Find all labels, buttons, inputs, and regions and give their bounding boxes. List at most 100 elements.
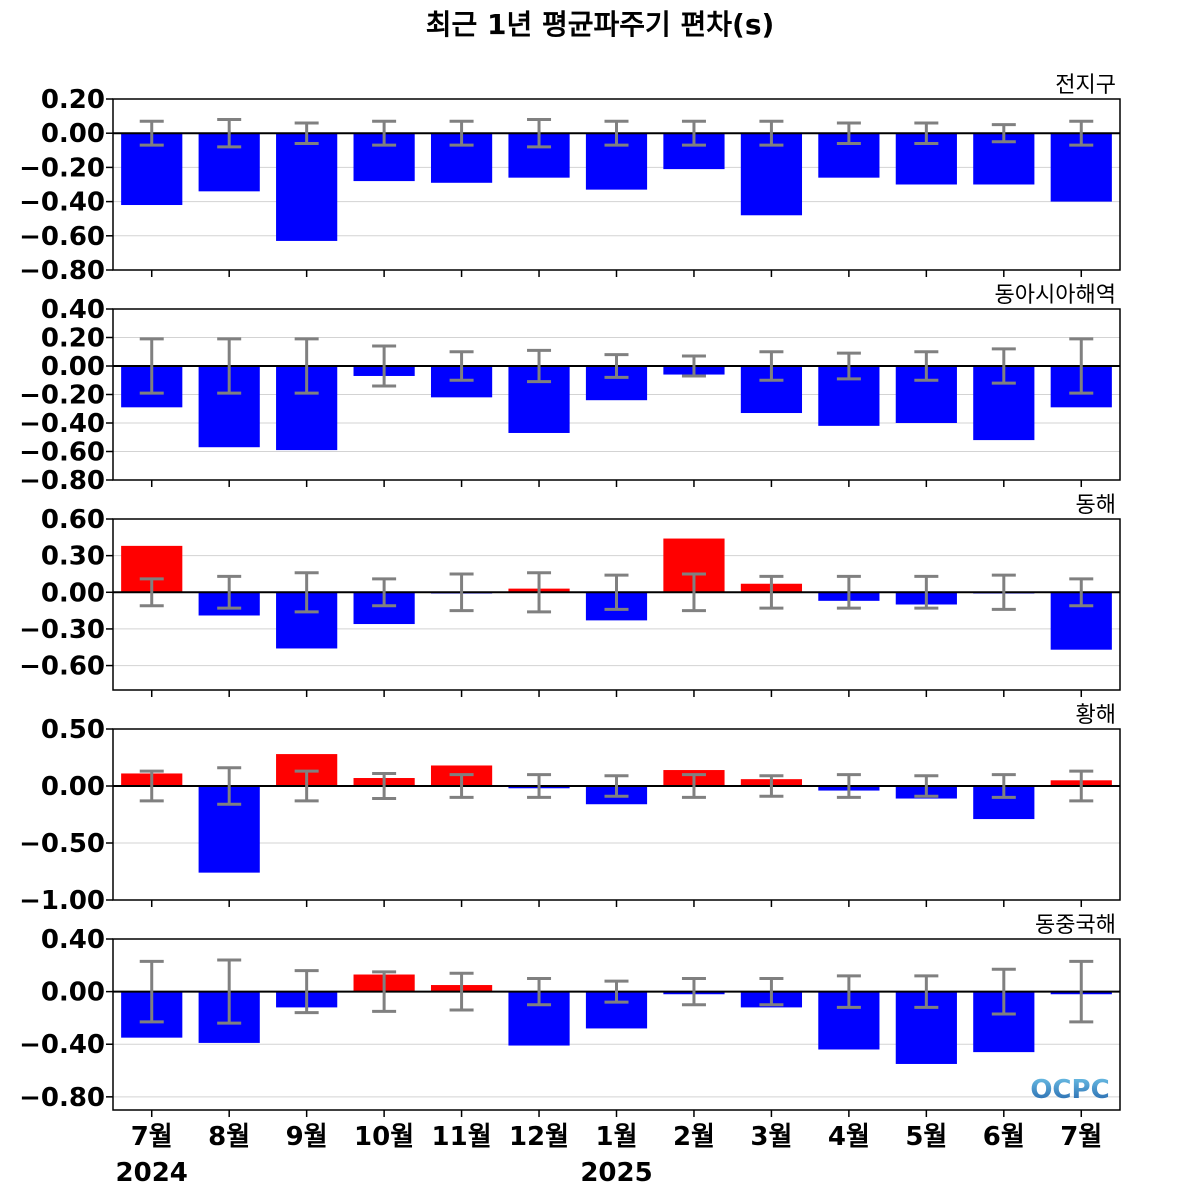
error-bar xyxy=(527,348,552,384)
y-tick-label: −1.00 xyxy=(19,886,105,916)
chart-title: 최근 1년 평균파주기 편차(s) xyxy=(426,8,775,41)
error-bar xyxy=(139,119,164,147)
error-bar xyxy=(914,121,939,145)
panel-1: 0.400.200.00−0.20−0.40−0.60−0.80 동아시아해역 xyxy=(19,283,1121,496)
error-bar xyxy=(527,118,552,149)
y-tick-label: 0.30 xyxy=(41,542,105,572)
error-bar xyxy=(914,574,939,610)
y-tick-label: −0.60 xyxy=(19,438,105,468)
error-bar xyxy=(1069,769,1094,803)
error-bar xyxy=(294,121,319,145)
y-tick-label: −0.20 xyxy=(19,153,105,183)
error-bar xyxy=(217,958,242,1025)
x-tick-label: 10월 xyxy=(354,1122,414,1152)
panel-4: 0.40 0.00 −0.40 −0.80 동중국해 xyxy=(19,913,1121,1117)
error-bar xyxy=(759,976,784,1007)
error-bar xyxy=(449,971,474,1012)
error-bar xyxy=(449,119,474,147)
error-bar xyxy=(217,118,242,149)
y-tick-label: 0.00 xyxy=(41,772,105,802)
error-bar xyxy=(139,959,164,1024)
error-bar xyxy=(527,976,552,1007)
region-label: 동아시아해역 xyxy=(995,283,1116,308)
y-tick-label: −0.20 xyxy=(19,381,105,411)
error-bar xyxy=(449,350,474,382)
error-bar xyxy=(372,577,397,608)
panel-0: 0.20 0.00 −0.20 −0.40 −0.60 −0.80 전지구 xyxy=(19,73,1121,286)
error-bar xyxy=(604,774,629,798)
error-bar xyxy=(139,577,164,608)
y-tick-label: −0.40 xyxy=(19,1030,105,1060)
error-bar xyxy=(991,573,1016,611)
x-tick-label: 9월 xyxy=(286,1122,328,1152)
y-tick-label: −0.40 xyxy=(19,409,105,439)
error-bar xyxy=(914,974,939,1009)
error-bar xyxy=(836,121,861,145)
x-tick-label: 3월 xyxy=(750,1122,792,1152)
panel-3: 0.50 0.00 −0.50 −1.00 황해 xyxy=(19,703,1121,916)
x-tick-label: 7월 xyxy=(131,1122,173,1152)
y-tick-label: −0.50 xyxy=(19,829,105,859)
x-tick-label: 11월 xyxy=(432,1122,492,1152)
y-tick-label: 0.20 xyxy=(41,85,105,115)
x-tick-label: 5월 xyxy=(905,1122,947,1152)
error-bar xyxy=(681,773,706,799)
y-tick-label: −0.80 xyxy=(19,256,105,286)
bar xyxy=(276,133,338,241)
error-bar xyxy=(527,773,552,799)
error-bar xyxy=(759,119,784,147)
error-bar xyxy=(836,773,861,799)
y-tick-label: 0.60 xyxy=(41,505,105,535)
error-bar xyxy=(991,347,1016,385)
error-bar xyxy=(681,976,706,1007)
bar xyxy=(740,133,803,216)
year-label: 2025 xyxy=(580,1158,652,1188)
error-bar xyxy=(836,574,861,610)
x-tick-label: 1월 xyxy=(595,1122,637,1152)
y-tick-label: −0.40 xyxy=(19,188,105,218)
error-bar xyxy=(372,771,397,801)
error-bar xyxy=(1069,577,1094,608)
y-tick-label: 0.00 xyxy=(41,119,105,149)
error-bar xyxy=(449,572,474,613)
y-tick-label: 0.00 xyxy=(41,352,105,382)
error-bar xyxy=(991,967,1016,1016)
error-bar xyxy=(294,571,319,614)
x-tick-label: 4월 xyxy=(828,1122,870,1152)
x-tick-label: 6월 xyxy=(983,1122,1025,1152)
error-bar xyxy=(527,571,552,614)
error-bar xyxy=(1069,959,1094,1024)
error-bar xyxy=(217,574,242,610)
error-bar xyxy=(604,353,629,379)
panel-2: 0.60 0.30 0.00 −0.30 −0.60 동해 xyxy=(19,493,1121,697)
error-bar xyxy=(604,979,629,1004)
x-tick-label: 7월 xyxy=(1060,1122,1102,1152)
error-bar xyxy=(836,974,861,1009)
error-bar xyxy=(759,774,784,798)
error-bar xyxy=(139,337,164,395)
region-label: 황해 xyxy=(1076,703,1116,728)
y-tick-label: 0.40 xyxy=(41,925,105,955)
region-label: 동중국해 xyxy=(1035,913,1116,938)
error-bar xyxy=(914,774,939,798)
error-bar xyxy=(217,766,242,806)
y-tick-label: 0.40 xyxy=(41,295,105,325)
error-bar xyxy=(681,119,706,147)
error-bar xyxy=(759,574,784,610)
error-bar xyxy=(217,337,242,395)
year-label: 2024 xyxy=(116,1158,188,1188)
x-tick-label: 8월 xyxy=(208,1122,250,1152)
y-tick-label: 0.20 xyxy=(41,324,105,354)
panels: 0.200.00−0.20−0.40−0.60−0.80전지구0.400.200… xyxy=(19,73,1121,1117)
error-bar xyxy=(372,344,397,388)
error-bar xyxy=(914,350,939,382)
error-bar xyxy=(1069,337,1094,395)
error-bar xyxy=(604,119,629,147)
region-label: 전지구 xyxy=(1055,73,1116,98)
error-bar xyxy=(139,769,164,803)
y-tick-label: −0.60 xyxy=(19,652,105,682)
error-bar xyxy=(372,119,397,147)
ocpc-logo: OCPC xyxy=(1030,1075,1109,1105)
x-tick-label: 12월 xyxy=(509,1122,569,1152)
